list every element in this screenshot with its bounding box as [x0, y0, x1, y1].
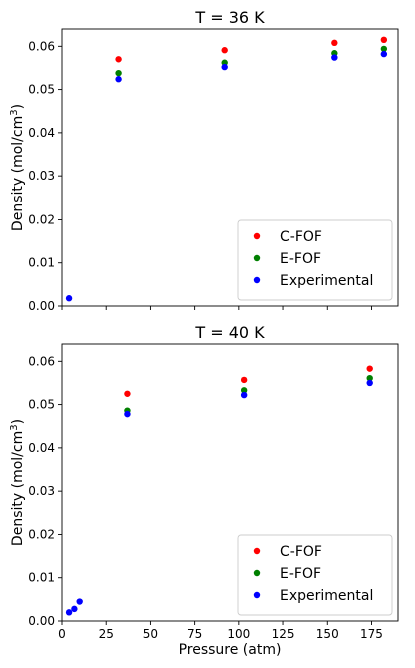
series-experimental — [65, 50, 388, 302]
data-point — [240, 376, 248, 384]
y-axis-label-superscript: 3 — [9, 424, 20, 430]
legend-label: E-FOF — [280, 566, 321, 582]
legend-marker — [253, 232, 261, 240]
data-point — [221, 63, 228, 71]
chart-panel-2: T = 40 K 0.00 0.01 0.02 0.03 0.04 0.05 0.06 0 25 5… — [9, 323, 399, 658]
data-point — [76, 598, 83, 605]
x-tick-label: 100 — [227, 627, 250, 641]
y-axis-label-close: ) — [10, 419, 26, 424]
data-point — [380, 50, 388, 58]
chart-panel-1: T = 36 K 0.00 0.01 0.02 0.03 0.04 0.05 0.06 Dens… — [9, 8, 399, 313]
data-point — [65, 295, 73, 302]
y-tick-label: 0.03 — [28, 169, 55, 183]
legend-marker — [253, 254, 261, 262]
data-point — [366, 365, 373, 372]
y-tick-label: 0.02 — [28, 212, 55, 226]
data-point — [331, 39, 338, 47]
legend-label: E-FOF — [280, 251, 321, 267]
y-axis-label-text: Density (mol/cm — [10, 116, 26, 231]
x-tick-label: 75 — [187, 627, 202, 641]
y-tick-label: 0.05 — [28, 398, 55, 412]
data-point — [221, 47, 228, 54]
y-tick-label: 0.02 — [28, 527, 55, 541]
y-tick-label: 0.05 — [28, 83, 55, 97]
chart-title: T = 40 K — [194, 323, 265, 342]
data-point — [115, 76, 122, 83]
legend-box — [237, 219, 393, 301]
data-point — [366, 379, 373, 387]
y-tick-label: 0.04 — [28, 441, 55, 455]
data-point — [366, 374, 373, 382]
y-tick-label: 0.01 — [28, 256, 55, 270]
y-tick-label: 0.06 — [28, 39, 55, 53]
legend: C-FOF E-FOF Experimental — [237, 219, 393, 301]
y-tick-label: 0.00 — [28, 614, 55, 628]
y-axis-label-superscript: 3 — [9, 109, 20, 115]
legend-label: Experimental — [280, 588, 373, 604]
data-point — [380, 45, 388, 53]
series-e-fof — [115, 45, 388, 77]
plot-frame — [61, 28, 399, 307]
data-point — [65, 609, 73, 616]
legend-marker — [253, 547, 261, 555]
data-point — [115, 69, 122, 77]
data-point — [331, 54, 338, 61]
x-tick-label: 50 — [143, 627, 158, 641]
y-tick-label: 0.03 — [28, 484, 55, 498]
legend-label: C-FOF — [280, 229, 322, 245]
series-experimental — [65, 379, 373, 616]
y-tick-label: 0.01 — [28, 571, 55, 585]
legend-box — [237, 534, 393, 616]
data-point — [115, 56, 122, 63]
data-point — [71, 605, 78, 613]
data-point — [124, 410, 131, 418]
y-tick-label: 0.00 — [28, 299, 55, 313]
y-tick-label: 0.06 — [28, 354, 55, 368]
series-c-fof — [124, 365, 373, 397]
y-axis-label-close: ) — [10, 104, 26, 109]
y-tick-label: 0.04 — [28, 126, 55, 140]
x-axis-label: Pressure (atm) — [179, 642, 282, 658]
y-axis-label: Density (mol/cm3) — [9, 419, 27, 546]
legend-marker — [253, 276, 261, 284]
data-point — [240, 387, 248, 394]
series-e-fof — [124, 374, 373, 414]
x-tick-label: 125 — [272, 627, 295, 641]
legend-marker — [253, 569, 261, 577]
x-tick-label: 25 — [99, 627, 114, 641]
legend-label: C-FOF — [280, 544, 322, 560]
data-point — [124, 390, 131, 397]
series-c-fof — [115, 36, 388, 63]
legend-marker — [253, 591, 261, 599]
plot-frame — [61, 343, 399, 622]
y-axis-label: Density (mol/cm3) — [9, 104, 27, 231]
legend: C-FOF E-FOF Experimental — [237, 534, 393, 616]
x-tick-label: 0 — [58, 627, 66, 641]
x-tick-label: 175 — [360, 627, 383, 641]
data-point — [240, 391, 248, 399]
x-tick-label: 150 — [316, 627, 339, 641]
data-point — [380, 36, 388, 44]
legend-label: Experimental — [280, 273, 373, 289]
y-axis-label-text: Density (mol/cm — [10, 431, 26, 546]
chart-title: T = 36 K — [194, 8, 265, 27]
